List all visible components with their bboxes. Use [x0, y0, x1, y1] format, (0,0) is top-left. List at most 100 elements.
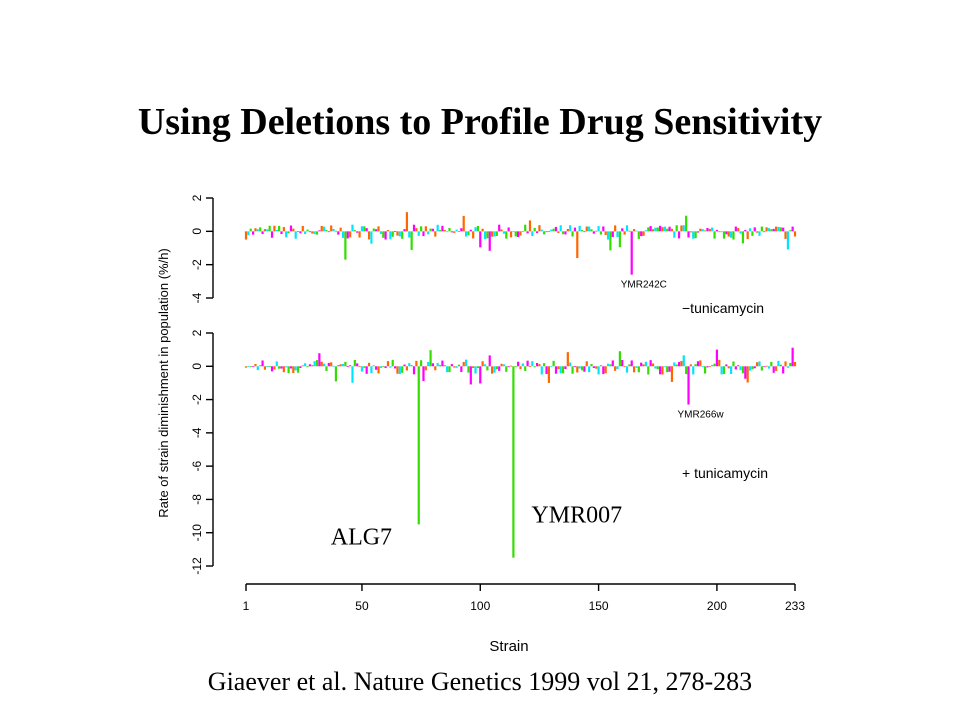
strain-bar — [737, 228, 740, 232]
strain-bar — [649, 360, 652, 367]
x-tick-label: 100 — [470, 599, 490, 613]
strain-bar — [512, 231, 515, 233]
strain-bar — [304, 231, 307, 235]
strain-bar — [739, 366, 742, 371]
strain-bar — [659, 366, 662, 375]
strain-bar — [592, 231, 595, 234]
strain-bar — [569, 362, 572, 367]
strain-bar — [278, 366, 281, 369]
strain-bar — [358, 231, 361, 238]
strain-bar — [259, 227, 262, 232]
strain-bar — [330, 225, 333, 232]
strain-bar — [514, 366, 517, 368]
strain-bar — [559, 225, 562, 232]
strain-bar — [632, 229, 636, 232]
strain-bar — [524, 224, 527, 232]
strain-bar — [765, 227, 768, 232]
strain-bar — [261, 231, 264, 234]
strain-bar — [621, 359, 624, 367]
strain-bar — [375, 366, 378, 370]
strain-bar — [434, 231, 437, 237]
strain-bar — [737, 364, 740, 367]
strain-bar — [687, 231, 690, 238]
strain-bar — [254, 363, 257, 367]
annotation-alg7: ALG7 — [331, 524, 392, 550]
strain-bar — [711, 227, 714, 232]
strain-bar — [692, 231, 695, 239]
x-tick-label: 150 — [589, 599, 609, 613]
strain-bar — [372, 365, 375, 367]
strain-bar — [273, 366, 276, 370]
strain-bar — [649, 226, 652, 232]
strain-bar — [559, 366, 562, 374]
strain-bar — [748, 366, 752, 371]
strain-bar — [327, 231, 330, 233]
y-tick-label: -8 — [190, 494, 204, 505]
strain-bar — [285, 231, 288, 238]
strain-bar — [644, 230, 648, 232]
citation: Giaever et al. Nature Genetics 1999 vol … — [207, 667, 753, 696]
strain-bar — [685, 366, 688, 375]
strain-bar — [495, 231, 498, 236]
strain-bar — [261, 360, 264, 367]
strain-bar — [450, 231, 453, 233]
strain-bar — [270, 366, 274, 372]
strain-bar — [438, 230, 442, 232]
strain-bar — [289, 225, 293, 232]
strain-bar — [685, 215, 688, 232]
strain-bar — [585, 226, 588, 232]
strain-bar — [756, 362, 759, 367]
strain-bar — [483, 231, 487, 240]
strain-bar — [268, 225, 271, 232]
legend-plus-tunicamycin: + tunicamycin — [682, 465, 768, 481]
strain-bar — [479, 366, 482, 384]
strain-bar — [304, 363, 307, 367]
strain-bar — [391, 359, 394, 367]
strain-bar — [455, 366, 458, 368]
strain-bar — [763, 231, 766, 233]
strain-bar — [774, 366, 778, 371]
strain-bar — [453, 366, 456, 368]
strain-bar — [535, 362, 539, 367]
strain-bar — [777, 226, 780, 232]
strain-bar — [535, 231, 539, 234]
strain-bar — [578, 366, 581, 369]
strain-bar — [384, 231, 387, 240]
strain-bar — [604, 366, 607, 374]
strain-bar — [543, 363, 546, 367]
strain-bar — [715, 349, 719, 367]
strain-bar — [616, 366, 619, 370]
strain-bar — [637, 366, 640, 373]
annotation-ymr242c: YMR242C — [621, 280, 667, 291]
strain-bar — [389, 366, 392, 368]
strain-bar — [325, 230, 328, 232]
strain-bar — [320, 361, 323, 367]
strain-bar — [746, 366, 749, 383]
strain-bar — [481, 361, 484, 367]
strain-bar — [538, 225, 541, 232]
strain-bar — [561, 366, 565, 374]
strain-bar — [367, 362, 371, 367]
strain-bar — [386, 361, 390, 367]
strain-bar — [500, 363, 503, 367]
strain-bar — [583, 231, 586, 233]
strain-bar — [547, 231, 550, 232]
strain-bar — [554, 226, 558, 232]
strain-bar — [275, 361, 278, 367]
strain-bar — [528, 220, 532, 232]
strain-bar — [464, 231, 468, 237]
strain-bar — [498, 366, 501, 371]
strain-bar — [270, 231, 274, 238]
strain-bar — [412, 366, 416, 375]
strain-bar — [635, 366, 638, 368]
slide-title: Using Deletions to Profile Drug Sensitiv… — [137, 101, 823, 143]
y-tick-label: 0 — [190, 228, 204, 235]
y-tick-label: -10 — [190, 524, 204, 542]
strain-bar — [403, 364, 406, 367]
strain-bar — [322, 226, 326, 232]
strain-bar — [744, 229, 747, 232]
strain-bar — [382, 231, 385, 238]
strain-bar — [550, 229, 553, 232]
annotation-ymr266w: YMR266w — [678, 410, 725, 421]
strain-bar — [351, 366, 354, 383]
